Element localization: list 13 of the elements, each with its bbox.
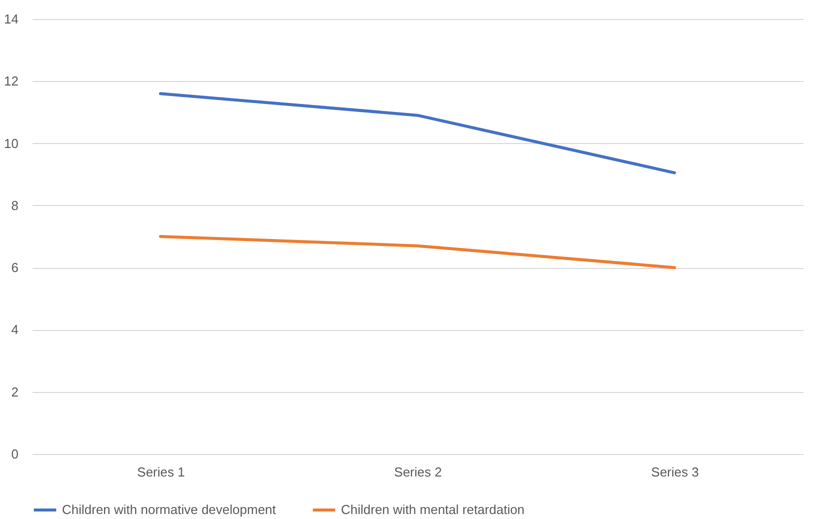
x-tick-label: Series 2 — [394, 464, 442, 480]
y-tick-label: 6 — [11, 260, 18, 276]
x-tick-label: Series 3 — [651, 464, 699, 480]
legend-label: Children with mental retardation — [341, 502, 525, 517]
y-tick-label: 12 — [4, 74, 18, 89]
legend-label: Children with normative development — [62, 502, 276, 517]
y-tick-label: 2 — [11, 384, 18, 400]
y-tick-label: 0 — [11, 446, 18, 462]
x-tick-label: Series 1 — [137, 464, 185, 480]
y-tick-label: 14 — [4, 12, 18, 26]
y-tick-label: 10 — [4, 136, 18, 151]
y-tick-label: 4 — [11, 322, 18, 338]
y-tick-label: 8 — [11, 198, 18, 213]
